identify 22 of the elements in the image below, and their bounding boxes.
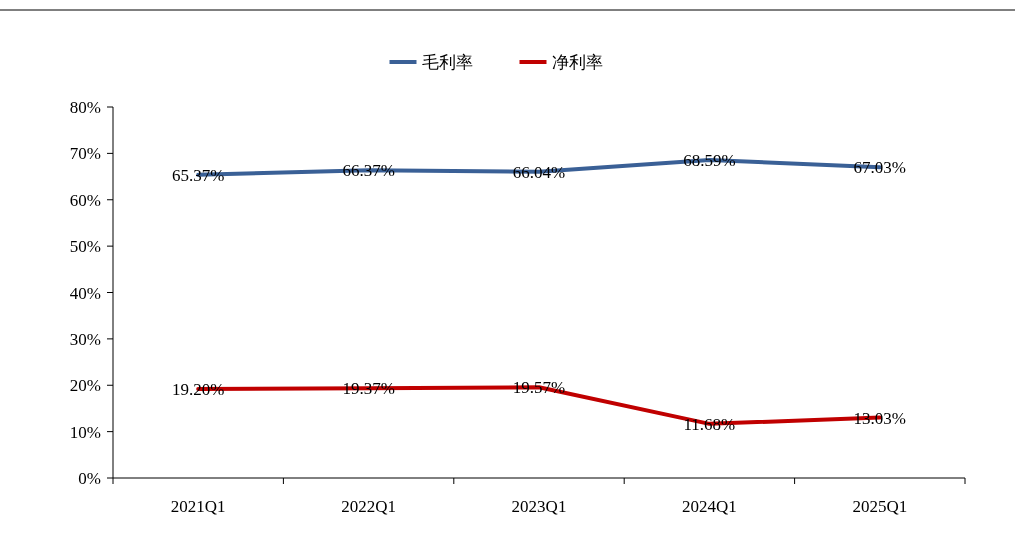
x-tick-label: 2021Q1: [170, 497, 226, 516]
data-label: 66.37%: [342, 161, 395, 181]
legend-label: 毛利率: [421, 52, 473, 72]
legend-label: 净利率: [551, 52, 603, 72]
y-tick-label: 80%: [69, 98, 101, 117]
y-tick-label: 0%: [78, 469, 101, 488]
data-label: 67.03%: [853, 158, 907, 178]
y-tick-label: 40%: [69, 283, 101, 303]
x-tick-label: 2022Q1: [341, 497, 396, 516]
y-tick-label: 30%: [69, 329, 101, 349]
data-label: 68.59%: [683, 150, 736, 170]
x-tick-label: 2023Q1: [511, 497, 567, 516]
data-label: 13.03%: [853, 408, 907, 428]
data-label: 65.37%: [171, 165, 225, 185]
y-tick-label: 50%: [69, 237, 101, 257]
y-tick-label: 70%: [69, 144, 101, 164]
y-tick-label: 60%: [69, 190, 101, 210]
y-tick-label: 10%: [69, 422, 101, 442]
x-tick-label: 2025Q1: [852, 497, 908, 516]
y-tick-label: 20%: [69, 376, 101, 396]
data-label: 19.20%: [171, 379, 225, 399]
x-tick-label: 2024Q1: [682, 497, 737, 516]
